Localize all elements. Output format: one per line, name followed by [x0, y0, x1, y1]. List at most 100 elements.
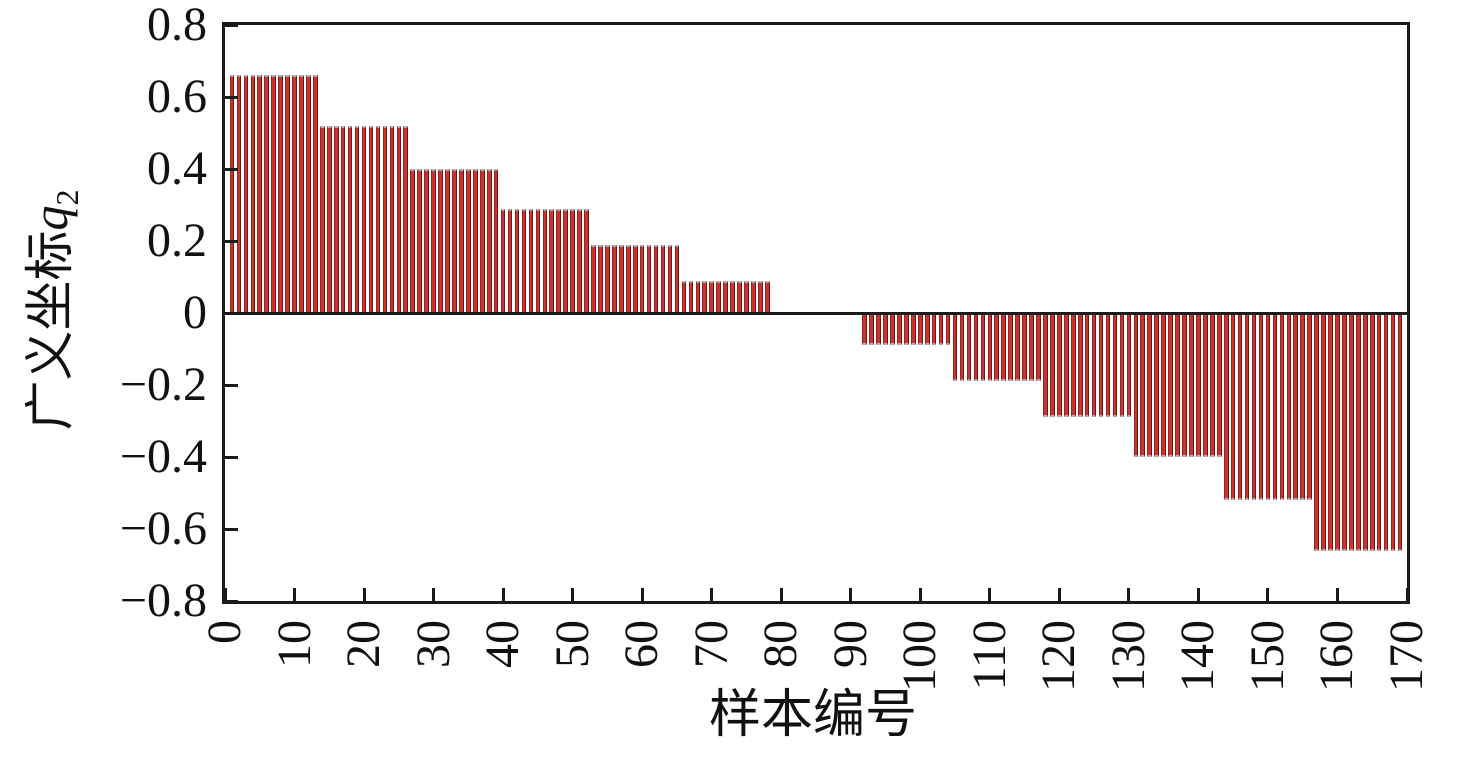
x-tick-label: 160 — [1310, 620, 1364, 692]
x-tick — [1335, 588, 1339, 601]
bar — [751, 280, 756, 313]
bar — [695, 280, 701, 313]
bar — [709, 280, 714, 313]
y-tick — [225, 455, 238, 459]
bar — [1105, 313, 1111, 418]
bar — [1300, 313, 1305, 501]
bar — [1154, 313, 1159, 457]
bar — [765, 280, 770, 313]
bar — [1147, 313, 1153, 457]
bar — [320, 125, 325, 313]
x-tick — [1266, 588, 1270, 601]
bar — [1043, 313, 1048, 418]
bar — [521, 208, 527, 313]
y-tick-label: 0.8 — [147, 0, 207, 51]
x-tick-label: 10 — [267, 620, 321, 668]
bar — [653, 244, 659, 313]
bar — [1140, 313, 1146, 457]
bar — [1036, 313, 1041, 382]
y-tick-label: 0.2 — [147, 214, 207, 267]
x-tick — [432, 588, 436, 601]
bar — [1397, 313, 1403, 551]
x-tick-label: 170 — [1380, 620, 1433, 692]
bar — [1293, 313, 1299, 501]
bar — [1321, 313, 1326, 551]
bar — [869, 313, 874, 346]
bar — [1203, 313, 1208, 457]
bar — [730, 280, 735, 313]
bar — [737, 280, 742, 313]
bar — [619, 244, 624, 313]
bar — [333, 125, 339, 313]
bar — [1265, 313, 1271, 501]
bar — [1223, 313, 1229, 501]
bar — [959, 313, 965, 382]
bar — [1196, 313, 1201, 457]
x-tick — [779, 588, 783, 601]
bar — [966, 313, 972, 382]
x-tick-label: 20 — [337, 620, 391, 668]
bar — [1335, 313, 1340, 551]
bar — [980, 313, 986, 382]
bar — [1133, 313, 1139, 457]
bar — [514, 208, 520, 313]
bar — [1175, 313, 1180, 457]
x-tick-label: 30 — [406, 620, 460, 668]
bar — [1168, 313, 1173, 457]
bar — [897, 313, 902, 346]
bar — [500, 208, 506, 313]
bar — [354, 125, 360, 313]
y-axis-title-variable: q — [22, 205, 78, 231]
bar — [1064, 313, 1069, 418]
bar — [243, 75, 249, 313]
bar — [264, 75, 269, 313]
y-tick — [225, 239, 238, 243]
bar — [396, 125, 402, 313]
bar — [973, 313, 979, 382]
bar — [479, 169, 485, 313]
bar — [306, 75, 311, 313]
bar — [257, 75, 263, 313]
bar — [639, 244, 645, 313]
x-tick — [362, 588, 366, 601]
plot-area — [222, 22, 1410, 604]
y-tick-label: 0 — [183, 286, 207, 339]
bar — [410, 169, 416, 313]
x-tick-label: 140 — [1171, 620, 1225, 692]
bar — [528, 208, 534, 313]
y-tick-label: −0.8 — [119, 574, 207, 627]
bar — [445, 169, 450, 313]
bar — [702, 280, 708, 313]
bar — [584, 208, 589, 313]
bar — [591, 244, 596, 313]
bar — [424, 169, 429, 313]
bar — [1390, 313, 1396, 551]
bar — [1050, 313, 1055, 418]
bar — [931, 313, 937, 346]
bar — [250, 75, 256, 313]
bar — [570, 208, 575, 313]
bar — [987, 313, 993, 382]
bar — [1077, 313, 1083, 418]
bar — [1314, 313, 1319, 551]
bar — [632, 244, 638, 313]
bar — [1342, 313, 1347, 551]
y-tick — [225, 527, 238, 531]
bar — [1362, 313, 1368, 551]
bar — [1210, 313, 1215, 457]
bar — [1307, 313, 1312, 501]
bar — [535, 208, 541, 313]
bar — [674, 244, 680, 313]
y-tick — [225, 311, 238, 315]
bar — [577, 208, 582, 313]
bar — [688, 280, 694, 313]
x-tick — [710, 588, 714, 601]
bar — [1349, 313, 1354, 551]
bar — [1112, 313, 1118, 418]
bar — [1286, 313, 1292, 501]
bar — [1237, 313, 1243, 501]
x-tick-label: 40 — [476, 620, 530, 668]
bar — [1001, 313, 1007, 382]
x-tick — [501, 588, 505, 601]
